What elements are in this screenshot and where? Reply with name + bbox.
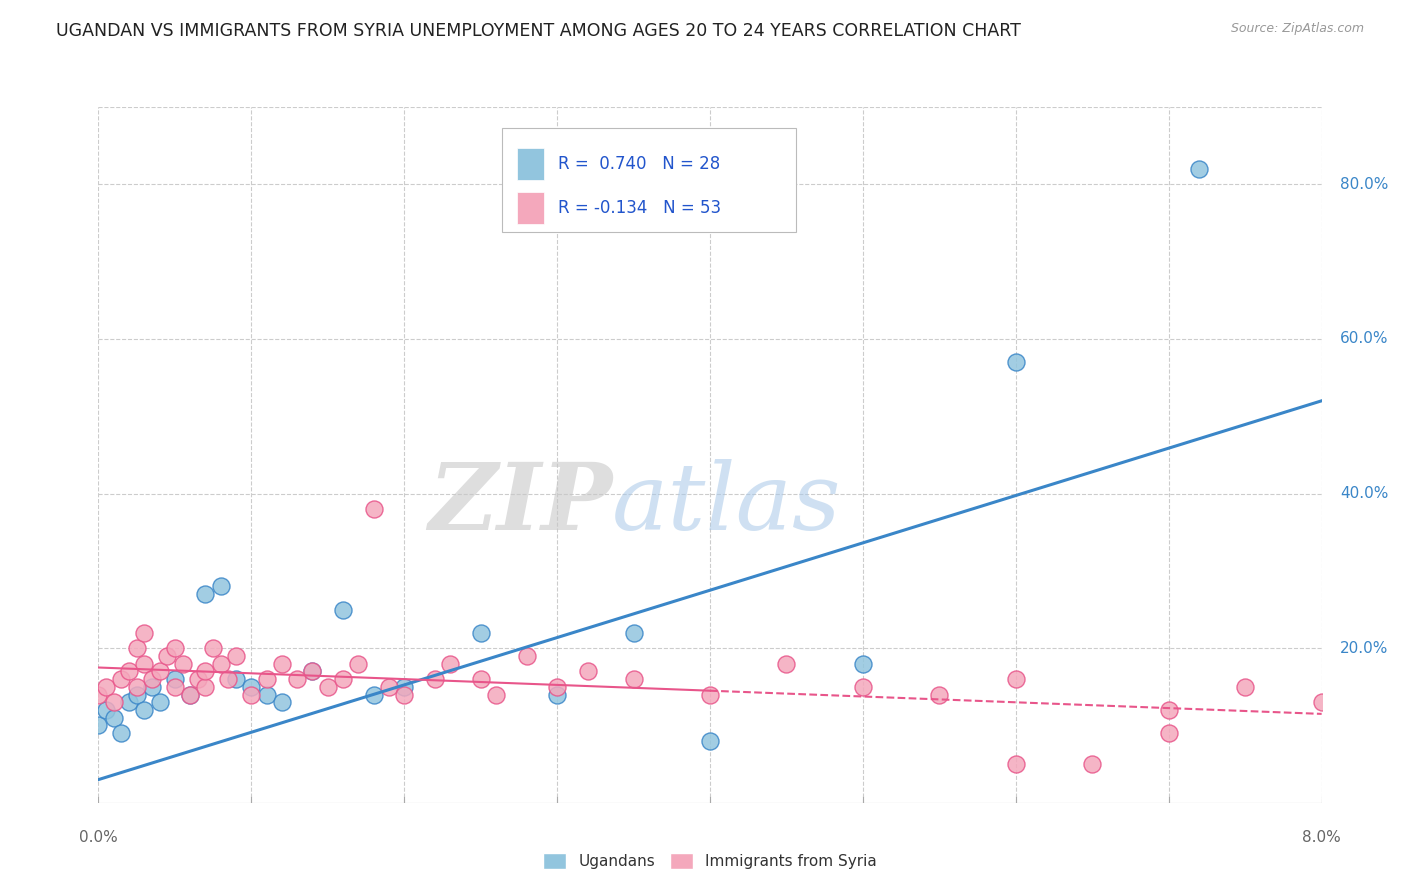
Point	[546, 688, 568, 702]
Point	[392, 688, 416, 702]
Point	[623, 625, 645, 640]
Point	[1157, 726, 1180, 740]
Point	[1234, 680, 1257, 694]
Point	[485, 688, 508, 702]
Point	[209, 657, 232, 671]
Point	[156, 648, 179, 663]
Point	[209, 579, 232, 593]
Point	[134, 703, 156, 717]
Point	[852, 680, 875, 694]
Text: 8.0%: 8.0%	[1302, 830, 1341, 845]
Point	[240, 680, 263, 694]
Point	[94, 703, 117, 717]
Point	[172, 657, 194, 671]
Point	[87, 718, 110, 732]
FancyBboxPatch shape	[517, 148, 544, 180]
Text: atlas: atlas	[612, 458, 842, 549]
Point	[125, 641, 148, 656]
Text: 20.0%: 20.0%	[1340, 640, 1388, 656]
Point	[149, 695, 172, 709]
Point	[125, 680, 148, 694]
Point	[103, 695, 125, 709]
Point	[110, 672, 132, 686]
Text: R =  0.740   N = 28: R = 0.740 N = 28	[558, 155, 721, 173]
Point	[332, 672, 354, 686]
Text: 60.0%: 60.0%	[1340, 332, 1389, 346]
Point	[1004, 672, 1026, 686]
Point	[392, 680, 416, 694]
Point	[301, 665, 323, 679]
Point	[225, 672, 247, 686]
Point	[576, 665, 599, 679]
Point	[217, 672, 239, 686]
Point	[179, 688, 201, 702]
Point	[285, 672, 308, 686]
Text: UGANDAN VS IMMIGRANTS FROM SYRIA UNEMPLOYMENT AMONG AGES 20 TO 24 YEARS CORRELAT: UGANDAN VS IMMIGRANTS FROM SYRIA UNEMPLO…	[56, 22, 1021, 40]
Point	[134, 657, 156, 671]
Point	[256, 688, 278, 702]
Point	[775, 657, 797, 671]
Point	[852, 657, 875, 671]
Point	[378, 680, 401, 694]
Point	[470, 625, 492, 640]
Text: Source: ZipAtlas.com: Source: ZipAtlas.com	[1230, 22, 1364, 36]
Point	[316, 680, 339, 694]
Point	[118, 695, 141, 709]
Point	[1310, 695, 1333, 709]
Point	[928, 688, 950, 702]
Point	[332, 602, 354, 616]
Point	[125, 688, 148, 702]
FancyBboxPatch shape	[517, 193, 544, 224]
Point	[623, 672, 645, 686]
Point	[1188, 161, 1211, 176]
Point	[163, 672, 186, 686]
Point	[141, 672, 163, 686]
Point	[546, 680, 568, 694]
Point	[202, 641, 225, 656]
FancyBboxPatch shape	[502, 128, 796, 232]
Point	[179, 688, 201, 702]
Point	[118, 665, 141, 679]
Point	[301, 665, 323, 679]
Point	[194, 665, 217, 679]
Legend: Ugandans, Immigrants from Syria: Ugandans, Immigrants from Syria	[537, 847, 883, 875]
Point	[87, 688, 110, 702]
Point	[1004, 355, 1026, 369]
Point	[134, 625, 156, 640]
Text: 0.0%: 0.0%	[79, 830, 118, 845]
Point	[1081, 757, 1104, 772]
Point	[363, 502, 385, 516]
Point	[347, 657, 370, 671]
Text: R = -0.134   N = 53: R = -0.134 N = 53	[558, 199, 721, 217]
Point	[270, 695, 294, 709]
Point	[1157, 703, 1180, 717]
Point	[141, 680, 163, 694]
Point	[94, 680, 117, 694]
Point	[163, 641, 186, 656]
Point	[103, 711, 125, 725]
Point	[470, 672, 492, 686]
Point	[363, 688, 385, 702]
Point	[194, 587, 217, 601]
Point	[1004, 757, 1026, 772]
Point	[194, 680, 217, 694]
Point	[110, 726, 132, 740]
Point	[439, 657, 461, 671]
Point	[699, 688, 721, 702]
Point	[270, 657, 294, 671]
Point	[163, 680, 186, 694]
Point	[256, 672, 278, 686]
Point	[699, 734, 721, 748]
Point	[187, 672, 209, 686]
Text: ZIP: ZIP	[427, 458, 612, 549]
Point	[149, 665, 172, 679]
Text: 80.0%: 80.0%	[1340, 177, 1388, 192]
Point	[515, 648, 537, 663]
Point	[240, 688, 263, 702]
Point	[423, 672, 446, 686]
Point	[225, 648, 247, 663]
Text: 40.0%: 40.0%	[1340, 486, 1388, 501]
